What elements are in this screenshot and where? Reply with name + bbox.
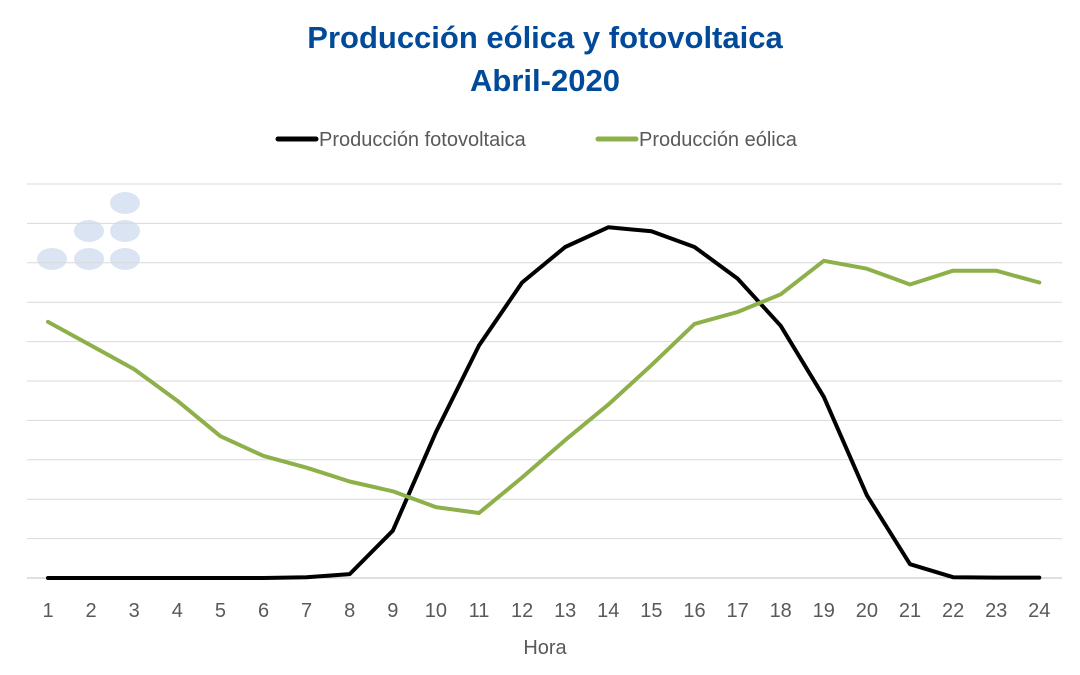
x-tick-label: 2 (86, 600, 97, 622)
x-tick-label: 3 (129, 600, 140, 622)
series-line-eolica (46, 258, 1042, 515)
logo-dot (74, 248, 104, 270)
logo-dots (37, 192, 140, 270)
x-tick-label: 15 (640, 600, 662, 622)
logo-dot (110, 192, 140, 214)
x-tick-label: 24 (1028, 600, 1050, 622)
x-tick-label: 21 (899, 600, 921, 622)
logo-dot (37, 248, 67, 270)
x-tick-label: 22 (942, 600, 964, 622)
legend-label-eolica: Producción eólica (639, 129, 798, 151)
x-tick-label: 7 (301, 600, 312, 622)
x-tick-label: 10 (425, 600, 447, 622)
legend: Producción fotovoltaica Producción eólic… (275, 129, 798, 151)
x-tick-label: 16 (683, 600, 705, 622)
x-tick-label: 23 (985, 600, 1007, 622)
legend-label-fotovoltaica: Producción fotovoltaica (319, 129, 527, 151)
plot-area (46, 225, 1042, 580)
x-axis: 1 2 3 4 5 6 7 8 9 10 11 12 13 14 15 16 17 18 19 20 21 22 23 24 (42, 600, 1050, 622)
chart-subtitle: Abril-2020 (470, 63, 620, 98)
x-tick-label: 14 (597, 600, 619, 622)
x-tick-label: 4 (172, 600, 183, 622)
logo-dot (110, 248, 140, 270)
x-tick-label: 18 (770, 600, 792, 622)
logo-dot (110, 220, 140, 242)
x-tick-label: 11 (469, 600, 490, 622)
x-tick-label: 1 (42, 600, 53, 622)
x-tick-label: 12 (511, 600, 533, 622)
x-tick-label: 17 (726, 600, 748, 622)
x-tick-label: 8 (344, 600, 355, 622)
logo-dot (74, 220, 104, 242)
x-tick-label: 5 (215, 600, 226, 622)
series-line-fotovoltaica (46, 225, 1042, 580)
x-tick-label: 13 (554, 600, 576, 622)
x-tick-label: 6 (258, 600, 269, 622)
x-tick-label: 20 (856, 600, 878, 622)
x-axis-label: Hora (523, 637, 567, 659)
x-tick-label: 9 (387, 600, 398, 622)
x-tick-label: 19 (813, 600, 835, 622)
gridlines (27, 183, 1062, 579)
chart-title: Producción eólica y fotovoltaica (307, 20, 783, 55)
